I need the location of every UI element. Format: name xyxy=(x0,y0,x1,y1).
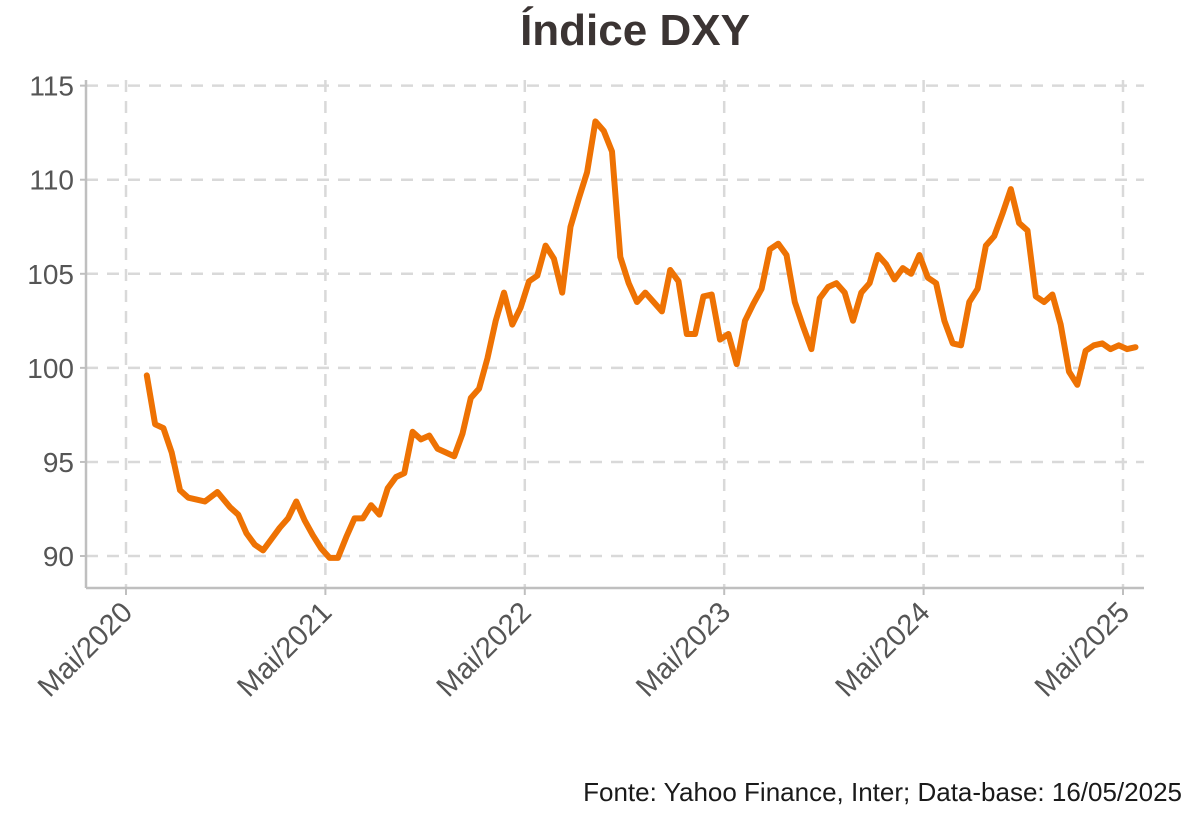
y-tick-label: 90 xyxy=(43,541,74,572)
chart-title: Índice DXY xyxy=(520,6,750,55)
dxy-series-line xyxy=(143,118,1139,561)
y-tick-label: 100 xyxy=(27,353,74,384)
y-tick-label: 110 xyxy=(29,165,74,196)
y-tick-label: 95 xyxy=(43,447,74,478)
x-tick-label: Mai/2020 xyxy=(32,596,139,703)
x-tick-label: Mai/2025 xyxy=(1029,596,1136,703)
y-tick-label: 115 xyxy=(29,71,74,102)
x-tick-label: Mai/2022 xyxy=(431,596,538,703)
x-tick-label: Mai/2021 xyxy=(231,596,338,703)
y-tick-label: 105 xyxy=(27,259,74,290)
source-note: Fonte: Yahoo Finance, Inter; Data-base: … xyxy=(583,777,1182,807)
x-tick-label: Mai/2023 xyxy=(630,596,737,703)
x-tick-label: Mai/2024 xyxy=(830,596,937,703)
